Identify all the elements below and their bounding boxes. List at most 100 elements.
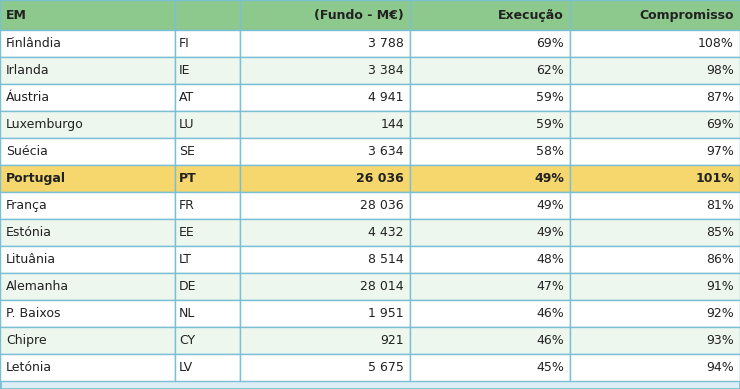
Bar bbox=[240, 273, 410, 300]
Text: LT: LT bbox=[179, 253, 192, 266]
Bar bbox=[0, 138, 175, 165]
Bar bbox=[410, 138, 570, 165]
Text: 86%: 86% bbox=[706, 253, 734, 266]
Text: Execução: Execução bbox=[498, 9, 564, 21]
Text: 28 036: 28 036 bbox=[360, 199, 404, 212]
Bar bbox=[240, 57, 410, 84]
Text: EE: EE bbox=[179, 226, 195, 239]
Text: Finlândia: Finlândia bbox=[6, 37, 62, 50]
Text: 49%: 49% bbox=[536, 226, 564, 239]
Text: 49%: 49% bbox=[534, 172, 564, 185]
Bar bbox=[410, 273, 570, 300]
Bar bbox=[0, 354, 175, 381]
Text: 1 951: 1 951 bbox=[369, 307, 404, 320]
Bar bbox=[175, 192, 240, 219]
Bar bbox=[175, 57, 240, 84]
Text: 69%: 69% bbox=[706, 118, 734, 131]
Text: (Fundo - M€): (Fundo - M€) bbox=[314, 9, 404, 21]
Bar bbox=[570, 30, 740, 57]
Bar bbox=[240, 165, 410, 192]
Text: 98%: 98% bbox=[706, 64, 734, 77]
Bar bbox=[175, 111, 240, 138]
Text: PT: PT bbox=[179, 172, 197, 185]
Text: Portugal: Portugal bbox=[6, 172, 66, 185]
Bar bbox=[570, 192, 740, 219]
Text: 921: 921 bbox=[380, 334, 404, 347]
Bar bbox=[570, 273, 740, 300]
Bar bbox=[570, 300, 740, 327]
Text: FI: FI bbox=[179, 37, 189, 50]
Bar bbox=[0, 30, 175, 57]
Text: Irlanda: Irlanda bbox=[6, 64, 50, 77]
Text: França: França bbox=[6, 199, 48, 212]
Text: SE: SE bbox=[179, 145, 195, 158]
Text: 3 788: 3 788 bbox=[368, 37, 404, 50]
Text: AT: AT bbox=[179, 91, 194, 104]
Bar bbox=[410, 57, 570, 84]
Text: 108%: 108% bbox=[698, 37, 734, 50]
Text: 28 014: 28 014 bbox=[360, 280, 404, 293]
Bar bbox=[175, 30, 240, 57]
Text: LV: LV bbox=[179, 361, 193, 374]
Text: Lituânia: Lituânia bbox=[6, 253, 56, 266]
Text: 5 675: 5 675 bbox=[368, 361, 404, 374]
Text: 101%: 101% bbox=[696, 172, 734, 185]
Bar bbox=[240, 192, 410, 219]
Text: 92%: 92% bbox=[706, 307, 734, 320]
Text: IE: IE bbox=[179, 64, 190, 77]
Bar bbox=[0, 111, 175, 138]
Text: 91%: 91% bbox=[706, 280, 734, 293]
Text: Alemanha: Alemanha bbox=[6, 280, 69, 293]
Text: LU: LU bbox=[179, 118, 195, 131]
Bar bbox=[0, 57, 175, 84]
Text: 87%: 87% bbox=[706, 91, 734, 104]
Bar bbox=[175, 0, 240, 30]
Text: 45%: 45% bbox=[536, 361, 564, 374]
Bar bbox=[0, 246, 175, 273]
Bar bbox=[570, 138, 740, 165]
Bar bbox=[410, 219, 570, 246]
Text: 58%: 58% bbox=[536, 145, 564, 158]
Bar bbox=[570, 354, 740, 381]
Bar bbox=[0, 165, 175, 192]
Bar bbox=[240, 219, 410, 246]
Bar bbox=[0, 84, 175, 111]
Text: Estónia: Estónia bbox=[6, 226, 52, 239]
Bar bbox=[570, 246, 740, 273]
Text: 26 036: 26 036 bbox=[356, 172, 404, 185]
Text: 3 634: 3 634 bbox=[369, 145, 404, 158]
Bar bbox=[0, 327, 175, 354]
Bar bbox=[0, 219, 175, 246]
Bar bbox=[410, 165, 570, 192]
Bar bbox=[0, 273, 175, 300]
Bar bbox=[175, 327, 240, 354]
Text: FR: FR bbox=[179, 199, 195, 212]
Text: 47%: 47% bbox=[536, 280, 564, 293]
Text: 94%: 94% bbox=[706, 361, 734, 374]
Bar bbox=[410, 246, 570, 273]
Text: 3 384: 3 384 bbox=[369, 64, 404, 77]
Text: 97%: 97% bbox=[706, 145, 734, 158]
Bar bbox=[240, 0, 410, 30]
Bar bbox=[410, 84, 570, 111]
Text: Luxemburgo: Luxemburgo bbox=[6, 118, 84, 131]
Text: 8 514: 8 514 bbox=[369, 253, 404, 266]
Bar bbox=[410, 327, 570, 354]
Bar bbox=[570, 165, 740, 192]
Text: 93%: 93% bbox=[706, 334, 734, 347]
Bar bbox=[175, 138, 240, 165]
Bar bbox=[570, 84, 740, 111]
Text: Chipre: Chipre bbox=[6, 334, 47, 347]
Text: 62%: 62% bbox=[536, 64, 564, 77]
Bar bbox=[240, 84, 410, 111]
Bar bbox=[240, 246, 410, 273]
Bar bbox=[175, 246, 240, 273]
Text: EM: EM bbox=[6, 9, 27, 21]
Text: P. Baixos: P. Baixos bbox=[6, 307, 61, 320]
Bar bbox=[570, 57, 740, 84]
Text: 49%: 49% bbox=[536, 199, 564, 212]
Text: Áustria: Áustria bbox=[6, 91, 50, 104]
Bar bbox=[410, 354, 570, 381]
Text: 46%: 46% bbox=[536, 334, 564, 347]
Text: Compromisso: Compromisso bbox=[639, 9, 734, 21]
